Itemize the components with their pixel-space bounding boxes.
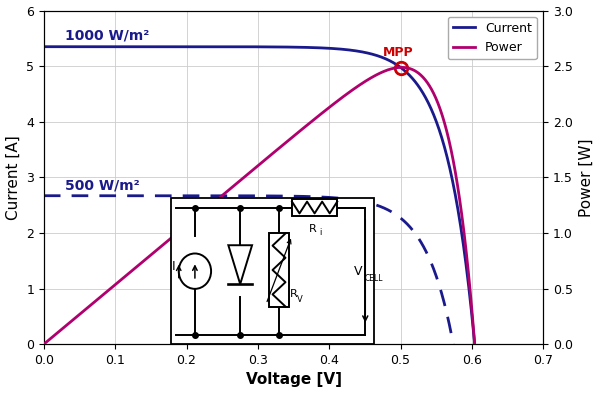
Y-axis label: Current [A]: Current [A]: [5, 135, 20, 220]
Bar: [270, 233, 289, 307]
Text: 500 W/m²: 500 W/m²: [65, 178, 140, 193]
Text: CELL: CELL: [364, 274, 383, 283]
Polygon shape: [228, 245, 252, 284]
Text: 1000 W/m²: 1000 W/m²: [65, 28, 150, 42]
Text: V: V: [353, 264, 362, 278]
Text: R: R: [308, 224, 316, 234]
Text: MPP: MPP: [383, 46, 413, 59]
Y-axis label: Power [W]: Power [W]: [579, 138, 594, 217]
Bar: [171, 198, 374, 344]
Bar: [292, 199, 337, 216]
Legend: Current, Power: Current, Power: [447, 17, 537, 59]
Text: R: R: [290, 290, 298, 299]
X-axis label: Voltage [V]: Voltage [V]: [246, 373, 341, 387]
Text: i: i: [319, 228, 322, 237]
Text: V: V: [297, 295, 303, 304]
Text: I: I: [171, 260, 175, 273]
